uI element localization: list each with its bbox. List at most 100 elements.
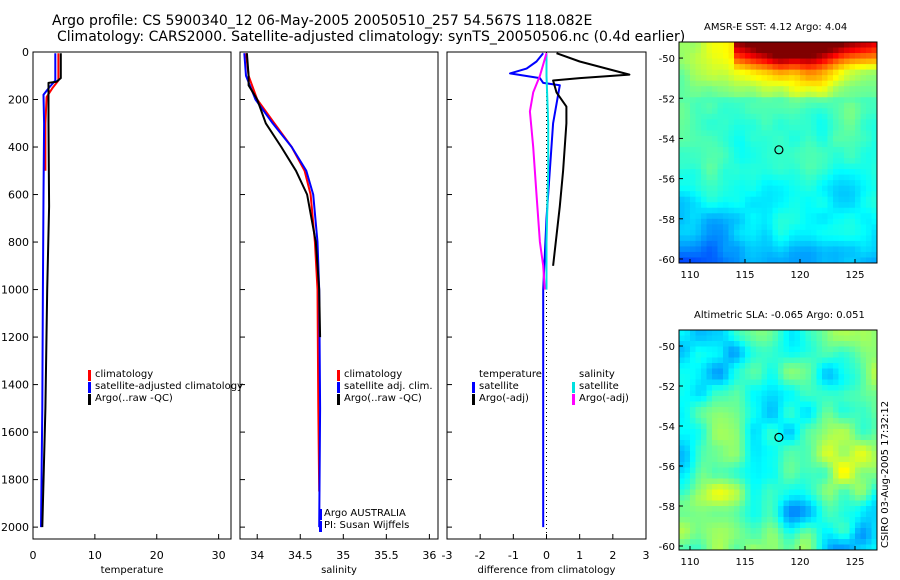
map-cell (706, 346, 713, 353)
map-cell (849, 69, 856, 76)
map-cell (706, 407, 713, 413)
map-cell (734, 229, 740, 236)
map-cell (745, 462, 751, 468)
map-cell (728, 517, 735, 523)
map-cell (767, 240, 773, 247)
legend-swatch (572, 381, 575, 393)
map-cell (745, 489, 751, 496)
map-cell (739, 246, 746, 253)
map-cell (679, 47, 685, 54)
map-cell (811, 374, 817, 380)
map-cell (844, 53, 850, 59)
map-cell (860, 335, 867, 342)
map-cell (783, 246, 790, 253)
map-cell (794, 385, 801, 391)
map-cell (728, 462, 735, 468)
map-cell (838, 47, 845, 54)
map-cell (816, 102, 823, 109)
map-cell (860, 251, 867, 258)
map-cell (717, 224, 724, 231)
map-cell (706, 429, 713, 435)
map-cell (701, 58, 707, 65)
map-cell (794, 451, 801, 457)
map-cell (684, 517, 691, 523)
map-cell (778, 196, 784, 203)
map-cell (794, 185, 801, 192)
map-cell (811, 80, 817, 87)
map-cell (723, 539, 729, 545)
map-cell (805, 374, 812, 380)
legend-label: satellite (479, 381, 519, 392)
map-cell (739, 53, 746, 59)
map-cell (695, 335, 702, 342)
map-cell (849, 124, 856, 131)
map-cell (706, 251, 713, 258)
map-cell (745, 141, 751, 148)
map-cell (739, 330, 746, 336)
map-cell (800, 207, 806, 214)
map-cell (695, 174, 702, 181)
map-cell (706, 102, 713, 109)
map-cell (805, 517, 812, 523)
map-cell (866, 130, 872, 137)
map-cell (723, 235, 729, 242)
map-cell (794, 533, 801, 540)
map-cell (844, 169, 850, 175)
map-cell (712, 374, 718, 380)
map-cell (772, 141, 779, 148)
map-cell (855, 500, 861, 507)
map-cell (866, 185, 872, 192)
legend-swatch (337, 381, 340, 393)
map-cell (855, 473, 861, 479)
map-cell (827, 69, 834, 76)
map-cell (844, 124, 850, 131)
map-cell (734, 363, 740, 369)
map-cell (734, 191, 740, 198)
map-cell (849, 456, 856, 463)
map-cell (690, 202, 696, 209)
map-cell (723, 108, 729, 115)
map-cell (805, 169, 812, 175)
map-cell (822, 544, 828, 551)
map-cell (767, 539, 773, 545)
map-cell (723, 341, 729, 347)
map-cell (750, 440, 757, 446)
map-cell (866, 346, 872, 353)
map-cell (739, 169, 746, 175)
map-cell (855, 246, 861, 253)
map-cell (778, 80, 784, 87)
map-cell (849, 119, 856, 126)
map-cell (827, 462, 834, 468)
map-cell (745, 80, 751, 87)
map-cell (811, 429, 817, 435)
map-cell (860, 341, 867, 347)
map-cell (690, 235, 696, 242)
map-cell (794, 158, 801, 164)
map-cell (811, 495, 817, 501)
map-cell (750, 58, 757, 65)
map-cell (827, 80, 834, 87)
legend-item-argo: Argo(..raw -QC) (337, 393, 433, 405)
map-cell (789, 352, 795, 358)
map-cell (816, 97, 823, 104)
map-cell (844, 528, 850, 534)
map-cell (717, 429, 724, 435)
map-cell (778, 544, 784, 551)
map-cell (849, 533, 856, 540)
map-cell (783, 379, 790, 386)
map-cell (822, 473, 828, 479)
map-cell (745, 473, 751, 479)
map-cell (860, 119, 867, 126)
map-cell (838, 207, 845, 214)
map-cell (778, 185, 784, 192)
map-cell (844, 64, 850, 71)
map-cell (684, 135, 691, 142)
map-cell (750, 42, 757, 48)
map-cell (750, 80, 757, 87)
map-cell (866, 335, 872, 342)
map-cell (761, 451, 768, 457)
map-cell (849, 180, 856, 187)
map-cell (778, 429, 784, 435)
map-cell (723, 467, 729, 474)
map-cell (750, 202, 757, 209)
